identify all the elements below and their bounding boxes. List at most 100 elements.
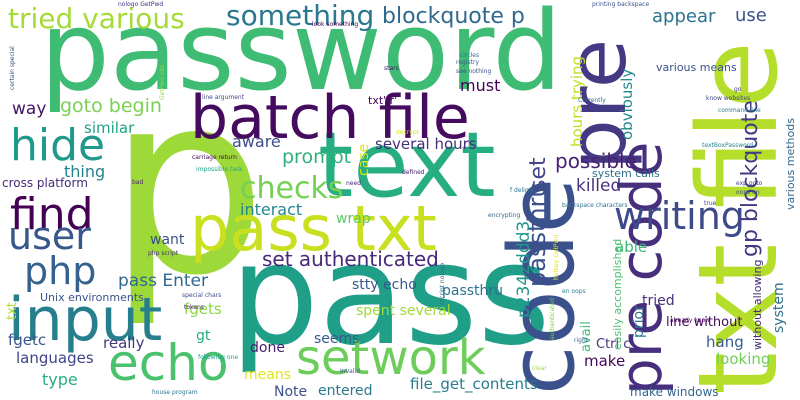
word-php: php — [24, 249, 97, 293]
word-wrap: wrap — [336, 211, 371, 227]
word-authenticated: authenticated — [549, 298, 556, 340]
word-set-authenticated: set authenticated — [262, 247, 439, 271]
word-pass: pass — [230, 214, 551, 377]
word-setwork: setwork — [296, 330, 486, 386]
word-bad: bad — [132, 179, 144, 186]
word-pass-enter: pass Enter — [118, 271, 208, 291]
word-languages: languages — [16, 349, 94, 367]
word-tokens: tokens — [184, 304, 204, 311]
word-obviously: obviously — [618, 68, 636, 140]
word-f-delims: f delims — [510, 187, 534, 194]
word-find: find — [10, 189, 94, 240]
word-without-allowing: without allowing — [751, 259, 764, 350]
word-command-line: command line — [718, 107, 761, 114]
word-circles: circles — [460, 52, 480, 59]
word-go: go — [734, 86, 742, 93]
word-nologo-getpwd: nologo GetPwd — [118, 1, 164, 8]
word-stars: stars — [384, 65, 399, 72]
word-prior: prior — [631, 305, 647, 338]
word-use: use — [735, 5, 767, 26]
word-fgetc: fgetc — [8, 331, 47, 349]
word-already-know: already know — [670, 317, 711, 324]
word-encrypting: encrypting — [488, 212, 521, 219]
word-getpwd-vbs: GetPwd vbs — [159, 64, 166, 100]
word-user: user — [8, 214, 91, 258]
word-prompt: prompt — [282, 146, 352, 168]
word-entered: entered — [318, 383, 373, 399]
word-line-argument: line argument — [202, 94, 245, 101]
word-goto-begin: goto begin — [60, 95, 162, 117]
word-hang: hang — [706, 333, 744, 351]
word-know-websites: know websites — [706, 95, 751, 102]
word-killed: killed — [576, 176, 622, 196]
word-txt: txt — [5, 302, 20, 320]
word-true: true — [704, 200, 717, 207]
word-house-program: house program — [152, 389, 198, 396]
word-p2342ddd3: p2342ddd3 — [514, 220, 534, 318]
word-appear: appear — [652, 6, 716, 27]
word-seems: seems — [314, 331, 360, 347]
word-make: make — [584, 352, 626, 370]
word-system: system — [771, 282, 787, 333]
word-done: done — [250, 340, 285, 356]
word-defined: defined — [402, 169, 425, 176]
word-passthru-small: passthru — [442, 283, 504, 299]
word-file-get-contents: file_get_contents — [410, 375, 538, 393]
word-special-chars: special chars — [182, 292, 222, 299]
word-case: case — [356, 143, 372, 176]
word-currently: Currently — [578, 97, 606, 104]
word-something: something — [226, 0, 375, 32]
word-textboxpassword: textBoxPassword — [702, 142, 754, 149]
word-hide: hide — [10, 120, 106, 171]
word-similar: similar — [84, 119, 135, 137]
word-system-calls: system calls — [592, 167, 660, 180]
word-tried: tried — [642, 293, 675, 309]
word-decrypt: decrypt — [396, 129, 419, 136]
word-registry: registry — [456, 59, 479, 66]
word-spent-several: spent several — [356, 303, 451, 319]
word-stty-echo: stty echo — [352, 277, 417, 293]
word-gp-blockquote: gp blockquote — [738, 100, 763, 257]
word-unix-environments: Unix environments — [40, 291, 144, 304]
word-interact: interact — [240, 200, 303, 219]
word-password: password — [40, 0, 563, 115]
word-aware: aware — [232, 132, 281, 151]
word-look-something: look something — [312, 21, 359, 28]
word-thing: thing — [64, 162, 106, 181]
word-ctrl-c: Ctrl c — [596, 337, 631, 352]
word-must: must — [460, 76, 501, 95]
word-checks: checks — [240, 171, 344, 206]
word-following-one: following one — [198, 354, 239, 361]
word-type: type — [42, 370, 78, 389]
word-printing-backspace: printing backspace — [592, 1, 650, 8]
word-gt: gt — [196, 328, 211, 344]
word-backspace-characters: backspace characters — [562, 202, 628, 209]
word-en-oops: en oops — [562, 288, 586, 295]
word-tried-various: tried various — [8, 2, 185, 35]
word-pass-txt: pass txt — [190, 192, 437, 265]
word-cscript-nologo: cscript nologo — [439, 262, 446, 305]
word-want: want — [150, 232, 185, 248]
word-p: p — [108, 39, 267, 330]
word-txt-r: txt' r' — [368, 94, 398, 107]
word-several-hours: several hours — [375, 135, 477, 153]
word-oops-en: oops en — [736, 189, 760, 196]
word-various-methods: various methods — [784, 118, 797, 210]
word-echo: echo — [108, 334, 229, 392]
word-easily-accomplished: easily accomplished — [611, 238, 624, 350]
word-means: means — [244, 367, 291, 383]
word-fgets: fgets — [184, 300, 222, 318]
word-way: way — [12, 99, 47, 119]
word-note: Note — [274, 384, 308, 400]
word-input: input — [8, 285, 163, 355]
word-various-means: various means — [656, 61, 737, 74]
word-text: text — [318, 113, 496, 218]
word-right: right — [574, 337, 589, 344]
word-certain-special: certain special — [9, 46, 16, 90]
word-looking: looking — [716, 350, 771, 368]
word-line-without: line without — [666, 315, 743, 330]
word-exp-goto: exp goto — [736, 180, 763, 187]
word-need: need — [346, 180, 361, 187]
word-able: able — [615, 238, 648, 256]
